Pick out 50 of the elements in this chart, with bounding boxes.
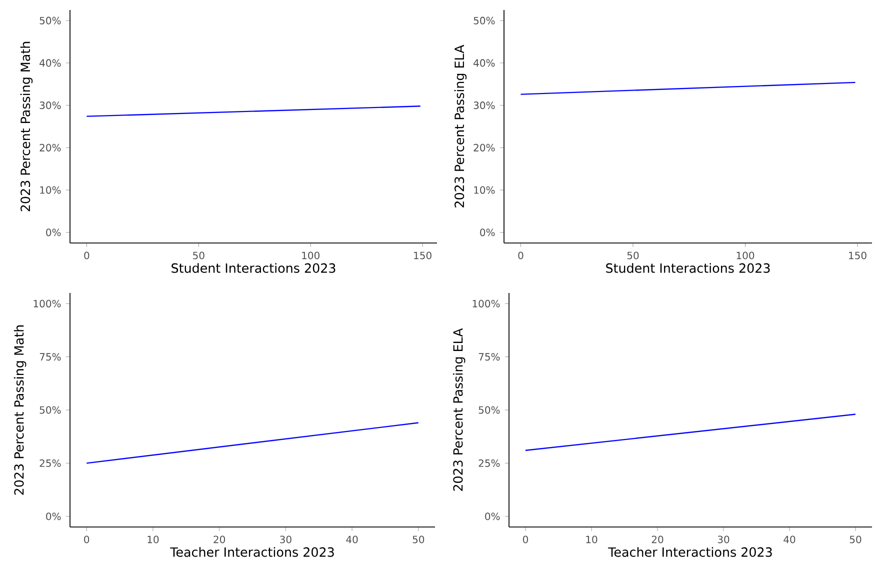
x-tick-label: 0 [84,252,90,260]
x-tick-label: 50 [850,536,862,544]
x-axis-title: Student Interactions 2023 [606,263,770,273]
x-axis-title: Teacher Interactions 2023 [170,547,334,557]
x-tick-label: 0 [522,536,528,544]
x-tick-label: 10 [586,536,598,544]
y-tick-label: 100% [34,300,61,308]
x-axis-title: Student Interactions 2023 [172,263,336,273]
x-tick-label: 20 [652,536,664,544]
x-tick-label: 100 [302,252,320,260]
x-tick-label: 40 [784,536,796,544]
y-tick-label: 50% [478,406,500,414]
x-tick-label: 50 [412,536,424,544]
x-tick-label: 50 [193,252,204,260]
x-tick-label: 150 [414,252,432,260]
y-tick-label: 75% [40,353,61,361]
x-tick-label: 50 [627,252,639,260]
x-tick-label: 20 [214,536,226,544]
y-tick-label: 0% [46,512,61,520]
x-tick-label: 0 [518,252,524,260]
y-tick-label: 30% [40,102,61,110]
y-tick-label: 0% [480,228,495,236]
y-tick-label: 20% [474,144,495,152]
y-axis-title: 2023 Percent Passing ELA [452,328,466,491]
y-tick-label: 50% [474,16,495,24]
x-tick-label: 30 [280,536,292,544]
x-tick-label: 10 [148,536,159,544]
y-tick-label: 25% [40,459,61,467]
x-tick-label: 150 [849,252,866,260]
y-tick-label: 0% [485,512,500,520]
y-tick-label: 75% [478,353,500,361]
x-tick-label: 40 [346,536,358,544]
y-tick-label: 50% [40,16,61,24]
x-axis-title: Teacher Interactions 2023 [608,547,772,557]
y-tick-label: 20% [40,144,61,152]
y-tick-label: 25% [478,459,500,467]
y-tick-label: 10% [474,186,495,194]
y-axis-title: 2023 Percent Passing Math [14,325,26,495]
y-axis-title: 2023 Percent Passing ELA [454,44,467,208]
y-tick-label: 10% [40,186,61,194]
y-axis-title: 2023 Percent Passing Math [20,42,33,212]
y-tick-label: 0% [46,228,61,236]
y-tick-label: 40% [40,59,61,67]
y-tick-label: 50% [40,406,61,414]
y-tick-label: 40% [474,59,495,67]
y-tick-label: 100% [472,300,500,308]
x-tick-label: 100 [736,252,754,260]
y-tick-label: 30% [474,102,495,110]
x-tick-label: 30 [718,536,730,544]
x-tick-label: 0 [84,536,90,544]
